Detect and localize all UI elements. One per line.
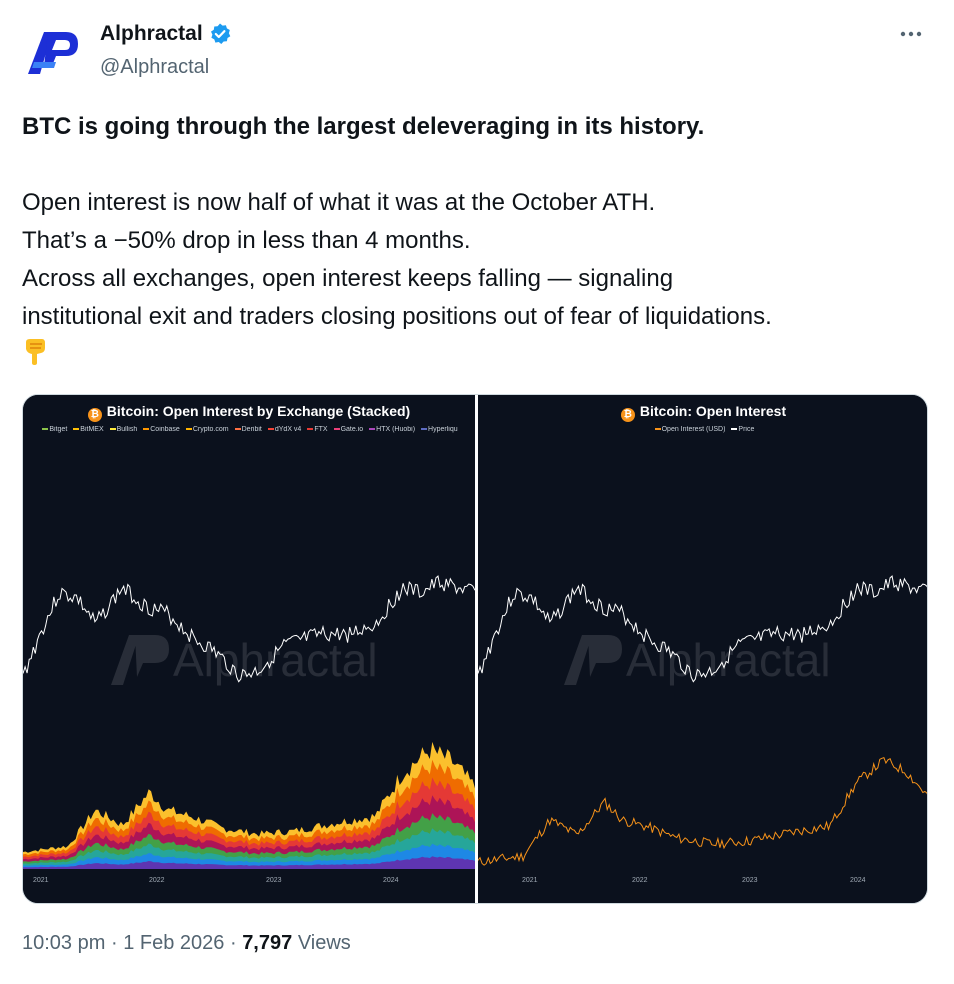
x-tick-label: 2023 — [266, 877, 282, 884]
author-name[interactable]: Alphractal — [100, 22, 203, 45]
legend-label: BitMEX — [80, 426, 104, 433]
legend-item[interactable]: Coinbase — [141, 426, 180, 433]
legend-item[interactable]: BitMEX — [71, 426, 104, 433]
legend-item[interactable]: Price — [729, 426, 754, 433]
legend-swatch — [143, 428, 150, 431]
tweet-header: Alphractal @Alphractal — [22, 18, 932, 88]
legend-swatch — [42, 428, 49, 431]
chart-plot — [478, 575, 927, 866]
chart-title-text: Bitcoin: Open Interest — [639, 403, 787, 419]
bitcoin-icon: ₿ — [87, 408, 102, 422]
legend-label: Bitget — [49, 426, 68, 433]
legend-item[interactable]: dYdX v4 — [266, 426, 301, 433]
legend-label: Open Interest (USD) — [661, 426, 726, 433]
legend-label: Gate.io — [340, 426, 364, 433]
price-series-line — [23, 575, 475, 683]
bitcoin-icon: ₿ — [620, 408, 635, 422]
legend-item[interactable]: Deribit — [233, 426, 262, 433]
tweet-line: institutional exit and traders closing p… — [22, 303, 772, 330]
more-options-icon[interactable] — [896, 24, 926, 44]
tweet-meta: 10:03 pm · 1 Feb 2026 · 7,797 Views — [22, 932, 351, 955]
tweet-time[interactable]: 10:03 pm — [22, 932, 106, 954]
x-tick-label: 2024 — [383, 877, 399, 884]
legend-swatch — [234, 428, 241, 431]
author-handle[interactable]: @Alphractal — [100, 56, 210, 78]
legend-item[interactable]: Open Interest (USD) — [653, 426, 726, 433]
legend-swatch — [73, 428, 80, 431]
legend-swatch — [333, 428, 340, 431]
legend-label: Price — [738, 426, 755, 433]
legend-swatch — [185, 428, 192, 431]
chart-title: ₿ Bitcoin: Open Interest by Exchange (Sta… — [23, 403, 475, 422]
legend-label: HTX (Huobi) — [376, 426, 416, 433]
x-tick-label: 2022 — [149, 877, 165, 884]
price-series-line — [478, 575, 927, 683]
tweet-body: BTC is going through the largest delever… — [22, 108, 932, 378]
legend-label: Crypto.com — [192, 426, 229, 433]
open-interest-chart[interactable]: ₿ Bitcoin: Open Interest Open Interest (U… — [478, 395, 927, 903]
x-tick-label: 2021 — [33, 877, 49, 884]
chart-legend: Open Interest (USD) Price — [478, 426, 927, 433]
legend-swatch — [654, 428, 661, 431]
oi-by-exchange-chart[interactable]: ₿ Bitcoin: Open Interest by Exchange (Sta… — [23, 395, 475, 903]
tweet-media[interactable]: ₿ Bitcoin: Open Interest by Exchange (Sta… — [22, 394, 928, 904]
legend-swatch — [307, 428, 314, 431]
meta-separator: · — [110, 932, 118, 954]
x-tick-label: 2024 — [850, 877, 866, 884]
open-interest-series-line — [478, 756, 927, 866]
legend-swatch — [421, 428, 428, 431]
chart-plot — [23, 575, 475, 869]
legend-label: Bullish — [116, 426, 138, 433]
tweet-headline: BTC is going through the largest delever… — [22, 113, 705, 140]
x-tick-label: 2021 — [522, 877, 538, 884]
watermark-text: Alphractal — [626, 634, 831, 686]
watermark-logo-icon — [564, 635, 622, 685]
legend-swatch — [369, 428, 376, 431]
legend-label: Coinbase — [150, 426, 180, 433]
tweet-line: That’s a −50% drop in less than 4 months… — [22, 227, 471, 254]
tweet-date[interactable]: 1 Feb 2026 — [123, 932, 225, 954]
legend-item[interactable]: Gate.io — [332, 426, 364, 433]
legend-swatch — [109, 428, 116, 431]
media-divider — [475, 395, 478, 903]
verified-badge-icon — [210, 23, 231, 44]
views-count: 7,797 — [242, 932, 293, 954]
views-label: Views — [297, 932, 351, 954]
legend-swatch — [731, 428, 738, 431]
watermark-text: Alphractal — [173, 634, 378, 686]
legend-label: FTX — [314, 426, 328, 433]
watermark-logo-icon — [111, 635, 169, 685]
pointing-down-icon — [26, 339, 45, 365]
legend-item[interactable]: HTX (Huobi) — [367, 426, 415, 433]
legend-label: Deribit — [241, 426, 262, 433]
chart-title: ₿ Bitcoin: Open Interest — [478, 403, 927, 422]
x-tick-label: 2023 — [742, 877, 758, 884]
tweet-line: Across all exchanges, open interest keep… — [22, 265, 674, 292]
legend-item[interactable]: Hyperliqu — [419, 426, 458, 433]
tweet-line: Open interest is now half of what it was… — [22, 189, 656, 216]
legend-item[interactable]: Bitget — [40, 426, 67, 433]
legend-item[interactable]: Crypto.com — [184, 426, 229, 433]
legend-item[interactable]: Bullish — [108, 426, 138, 433]
legend-label: dYdX v4 — [274, 426, 302, 433]
alphractal-logo-icon[interactable] — [22, 22, 84, 84]
chart-legend: Bitget BitMEX Bullish Coinbase Crypto.com Der… — [23, 426, 475, 433]
legend-label: Hyperliqu — [428, 426, 458, 433]
x-tick-label: 2022 — [632, 877, 648, 884]
legend-item[interactable]: FTX — [305, 426, 328, 433]
meta-separator: · — [229, 932, 237, 954]
chart-title-text: Bitcoin: Open Interest by Exchange (Stac… — [106, 403, 411, 419]
legend-swatch — [267, 428, 274, 431]
stacked-area-series — [23, 856, 475, 869]
